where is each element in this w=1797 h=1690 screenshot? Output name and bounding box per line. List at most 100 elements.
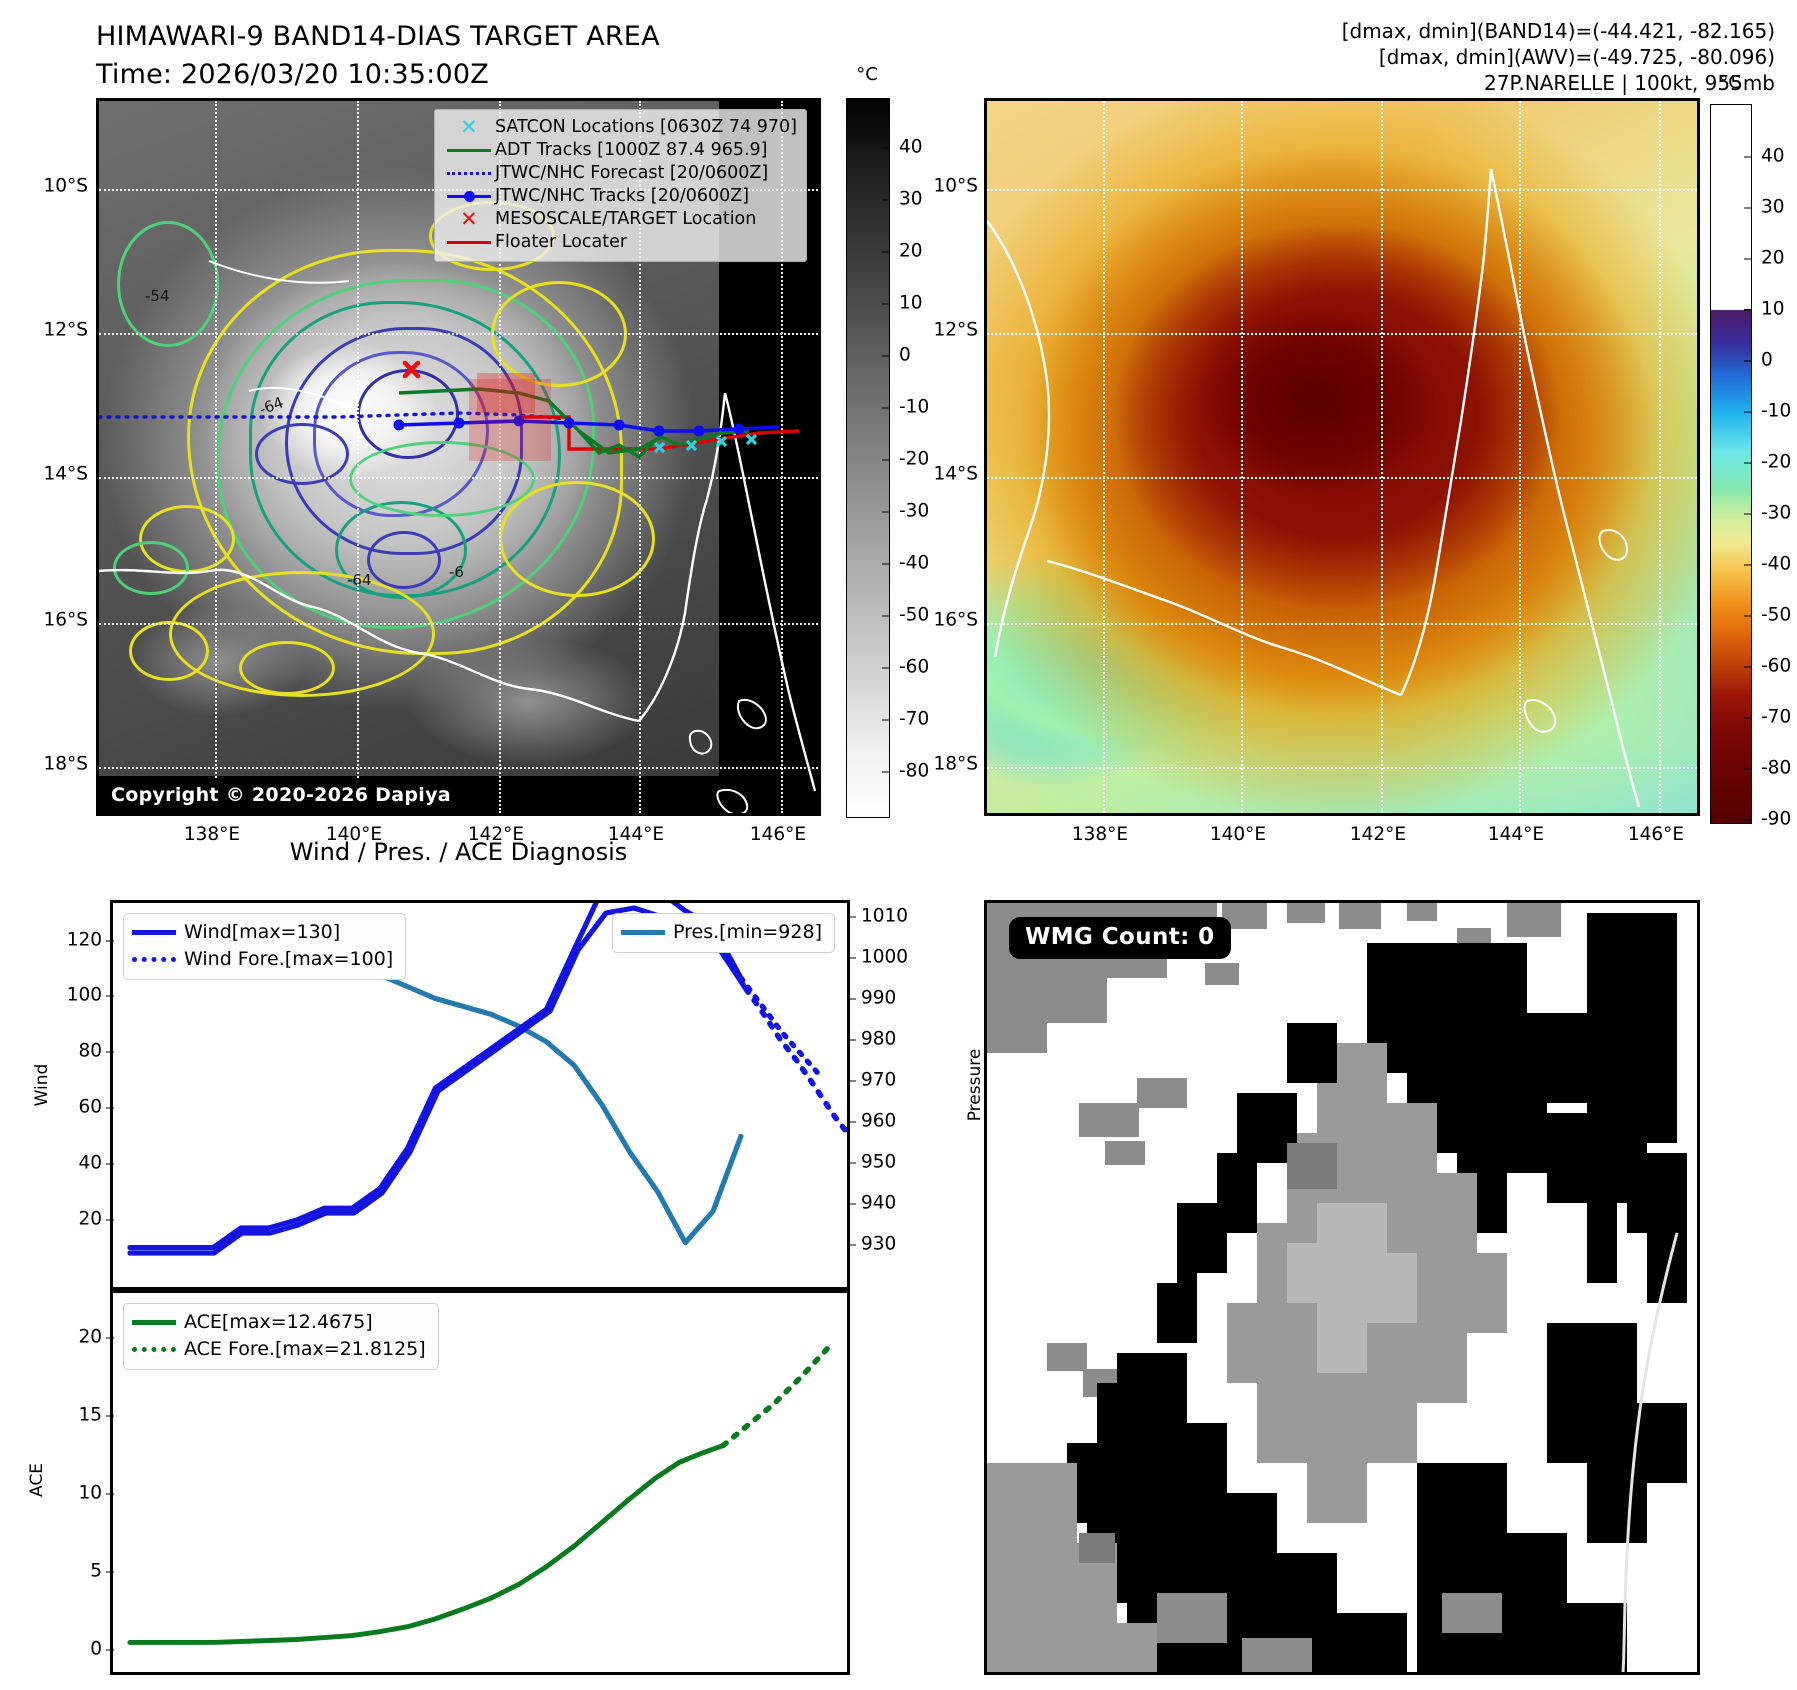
dmax-band14-text: [dmax, dmin](BAND14)=(-44.421, -82.165) [1341, 19, 1775, 43]
grey-colorbar[interactable]: 40 30 20 10 0 -10 -20 -30 -40 -50 -60 -7… [846, 98, 929, 818]
satcon-x-icon: ✕ [460, 115, 478, 139]
ace-tick: 10 [78, 1482, 114, 1504]
contour-label: -6 [449, 563, 464, 581]
cb-tick-label: -30 [1761, 502, 1792, 524]
legend-item-satcon: ✕ SATCON Locations [0630Z 74 970] [443, 116, 797, 139]
coastline-overlay [99, 260, 817, 813]
cb-tick-label: 20 [899, 240, 923, 262]
legend-label: JTWC/NHC Forecast [20/0600Z] [494, 163, 769, 183]
pressure-legend: Pres.[min=928] [612, 913, 835, 953]
pressure-tick: 1000 [847, 946, 909, 968]
legend-item-jtwc-tracks: JTWC/NHC Tracks [20/0600Z] [443, 185, 797, 208]
mesoscale-x-icon: ✕ [460, 207, 478, 231]
lat-tick: 12°S [933, 319, 978, 341]
satellite-legend: ✕ SATCON Locations [0630Z 74 970] ADT Tr… [433, 109, 807, 262]
cb-tick-label: -50 [1761, 604, 1792, 626]
lat-tick: 10°S [43, 175, 88, 197]
satellite-lat-axis: 10°S 12°S 14°S 16°S 18°S [0, 98, 88, 816]
satellite-image: -54 -64 -64 -6 [99, 101, 818, 813]
contour-label: -54 [145, 287, 170, 305]
cb-tick-label: -40 [1761, 553, 1792, 575]
wind-tick: 120 [66, 929, 115, 951]
cb-tick-label: -60 [1761, 655, 1792, 677]
pressure-tick: 980 [847, 1028, 897, 1050]
cb-tick-label: -50 [899, 604, 930, 626]
wind-pressure-chart[interactable]: 120 100 80 60 40 20 1010 1000 990 980 97… [67, 900, 908, 1290]
cb-tick-label: 0 [899, 344, 911, 366]
legend-label: ACE[max=12.4675] [184, 1311, 373, 1333]
lon-tick: 144°E [1487, 824, 1545, 845]
cb-tick-label: -70 [899, 708, 930, 730]
cb-tick-label: -20 [899, 448, 930, 470]
legend-label: Wind[max=130] [184, 921, 341, 943]
cb-tick-label: 10 [899, 292, 923, 314]
ir-lat-axis: 10°S 12°S 14°S 16°S 18°S [890, 98, 978, 816]
pressure-axis-label: Pressure [965, 1048, 985, 1122]
cb-tick-label: 20 [1761, 247, 1785, 269]
pressure-tick: 990 [847, 987, 897, 1009]
wind-tick: 20 [78, 1208, 114, 1230]
cb-tick-label: -10 [899, 396, 930, 418]
dmax-awv-text: [dmax, dmin](AWV)=(-49.725, -80.096) [1378, 45, 1775, 69]
ace-line-icon [132, 1320, 184, 1325]
cb-tick-label: 10 [1761, 298, 1785, 320]
storm-tracks-overlay [99, 360, 800, 461]
ace-tick: 20 [78, 1326, 114, 1348]
cb-tick-label: -10 [1761, 400, 1792, 422]
ace-legend: ACE[max=12.4675] ACE Fore.[max=21.8125] [123, 1303, 439, 1370]
wind-tick: 60 [78, 1096, 114, 1118]
wmg-panel[interactable]: WMG Count: 0 [984, 900, 1700, 1675]
legend-label: ADT Tracks [1000Z 87.4 965.9] [494, 140, 768, 160]
ir-colorbar-unit: °C [1719, 72, 1741, 93]
legend-item-floater: Floater Locater [443, 231, 797, 254]
cb-tick-label: 30 [1761, 196, 1785, 218]
pressure-tick: 1010 [847, 905, 909, 927]
wind-axis-label: Wind [32, 1063, 52, 1107]
lat-tick: 14°S [933, 463, 978, 485]
lat-tick: 12°S [43, 319, 88, 341]
lon-tick: 146°E [749, 824, 807, 845]
diagnosis-title: Wind / Pres. / ACE Diagnosis [289, 838, 628, 866]
pressure-tick: 970 [847, 1069, 897, 1091]
cb-tick-label: 40 [899, 136, 923, 158]
wmg-mask-image [987, 903, 1697, 1672]
pressure-tick: 940 [847, 1192, 897, 1214]
lat-tick: 18°S [43, 753, 88, 775]
wind-tick: 80 [78, 1040, 114, 1062]
cb-tick-label: 40 [1761, 145, 1785, 167]
satellite-awv-panel[interactable] [984, 98, 1700, 816]
ir-coastline-overlay [987, 168, 1641, 808]
legend-label: ACE Fore.[max=21.8125] [184, 1338, 426, 1360]
ace-tick: 5 [90, 1560, 114, 1582]
ace-forecast-line-icon [132, 1347, 184, 1352]
legend-label: Pres.[min=928] [673, 921, 822, 943]
ace-chart[interactable]: 20 15 10 5 0 ACE[max=12.4675] ACE Fore.[… [78, 1290, 850, 1675]
ir-colorbar[interactable]: 40 30 20 10 0 -10 -20 -30 -40 -50 -60 -7… [1710, 104, 1791, 830]
legend-item-mesoscale: ✕ MESOSCALE/TARGET Location [443, 208, 797, 231]
satellite-band14-panel[interactable]: -54 -64 -64 -6 [96, 98, 821, 816]
pressure-tick: 960 [847, 1110, 897, 1132]
pressure-tick: 950 [847, 1151, 897, 1173]
floater-line-icon [443, 241, 495, 244]
cb-tick-label: -60 [899, 656, 930, 678]
cb-tick-label: -80 [1761, 757, 1792, 779]
cb-tick-label: -90 [1761, 808, 1792, 830]
cb-tick-label: -40 [899, 552, 930, 574]
lat-tick: 16°S [43, 609, 88, 631]
lon-tick: 138°E [1071, 824, 1129, 845]
lat-tick: 10°S [933, 175, 978, 197]
legend-item-pressure: Pres.[min=928] [621, 919, 822, 946]
cb-tick-label: 30 [899, 188, 923, 210]
lon-tick: 140°E [1209, 824, 1267, 845]
wind-tick: 100 [66, 984, 115, 1006]
pressure-tick: 930 [847, 1233, 897, 1255]
ace-plot [127, 1339, 836, 1645]
pressure-line-icon [621, 930, 673, 935]
ir-enhanced-image [987, 101, 1697, 813]
ir-lon-axis: 138°E 140°E 142°E 144°E 146°E [984, 824, 1700, 852]
legend-item-jtwc-forecast: JTWC/NHC Forecast [20/0600Z] [443, 162, 797, 185]
legend-item-wind: Wind[max=130] [132, 919, 393, 946]
wind-forecast-line-icon [132, 957, 184, 962]
lon-tick: 138°E [183, 824, 241, 845]
cb-tick-label: -30 [899, 500, 930, 522]
